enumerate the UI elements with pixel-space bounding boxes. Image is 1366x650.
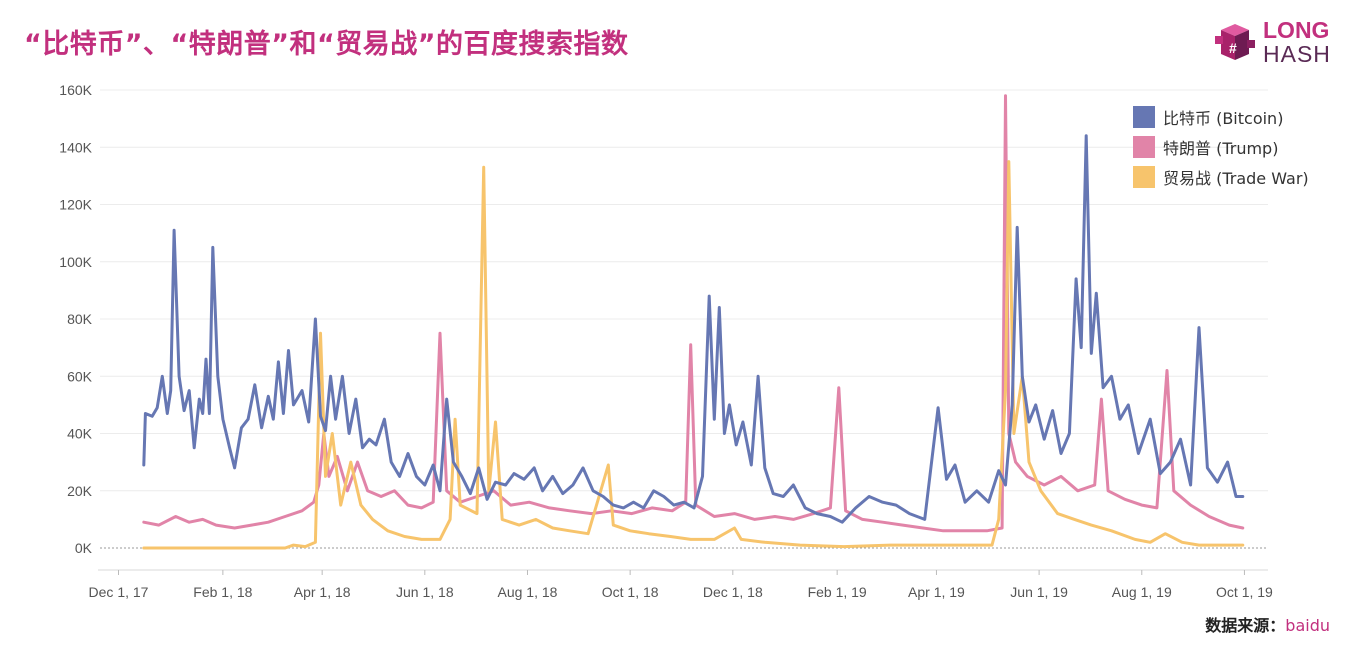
- y-tick-label: 40K: [67, 426, 93, 442]
- series-lines: [142, 94, 1245, 550]
- legend-label: 贸易战 (Trade War): [1163, 169, 1309, 188]
- longhash-cube-icon: #: [1215, 24, 1255, 60]
- grid-lines: [100, 89, 1268, 549]
- x-tick-label: Apr 1, 18: [294, 584, 351, 600]
- legend-swatch: [1133, 166, 1155, 188]
- x-tick-label: Apr 1, 19: [908, 584, 965, 600]
- x-tick-label: Jun 1, 19: [1010, 584, 1068, 600]
- x-tick-label: Dec 1, 18: [703, 584, 763, 600]
- x-tick-label: Feb 1, 18: [193, 584, 252, 600]
- data-source-label: 数据来源：: [1205, 616, 1286, 635]
- legend-label: 比特币 (Bitcoin): [1163, 109, 1283, 128]
- data-source: 数据来源：baidu: [1205, 612, 1330, 636]
- y-tick-label: 120K: [59, 197, 92, 213]
- data-source-value: baidu: [1285, 616, 1330, 635]
- x-tick-label: Dec 1, 17: [89, 584, 149, 600]
- svg-text:#: #: [1229, 40, 1237, 56]
- logo-line1: LONG: [1263, 17, 1330, 43]
- y-tick-label: 140K: [59, 139, 92, 155]
- y-axis: 0K 20K 40K 60K 80K 100K 120K 140K 160K: [59, 82, 92, 556]
- series-line-2: [142, 160, 1245, 550]
- x-tick-label: Aug 1, 18: [498, 584, 558, 600]
- longhash-logo: # LONG HASH: [1213, 18, 1338, 70]
- logo-line2: HASH: [1263, 41, 1331, 67]
- y-tick-label: 60K: [67, 368, 93, 384]
- x-axis: Dec 1, 17 Feb 1, 18 Apr 1, 18 Jun 1, 18 Aug …: [89, 569, 1273, 600]
- legend-label: 特朗普 (Trump): [1163, 139, 1278, 158]
- legend-swatch: [1133, 136, 1155, 158]
- y-tick-label: 20K: [67, 483, 93, 499]
- y-tick-label: 160K: [59, 82, 92, 98]
- y-tick-label: 80K: [67, 311, 93, 327]
- x-tick-label: Feb 1, 19: [808, 584, 867, 600]
- x-tick-label: Jun 1, 18: [396, 584, 454, 600]
- x-tick-label: Oct 1, 18: [602, 584, 659, 600]
- x-tick-label: Oct 1, 19: [1216, 584, 1273, 600]
- y-tick-label: 100K: [59, 254, 92, 270]
- series-line-0: [142, 134, 1245, 524]
- x-tick-label: Aug 1, 19: [1112, 584, 1172, 600]
- chart-title: “比特币”、“特朗普”和“贸易战”的百度搜索指数: [24, 29, 629, 60]
- legend: 比特币 (Bitcoin) 特朗普 (Trump) 贸易战 (Trade War): [1133, 106, 1309, 188]
- y-tick-label: 0K: [75, 540, 93, 556]
- legend-swatch: [1133, 106, 1155, 128]
